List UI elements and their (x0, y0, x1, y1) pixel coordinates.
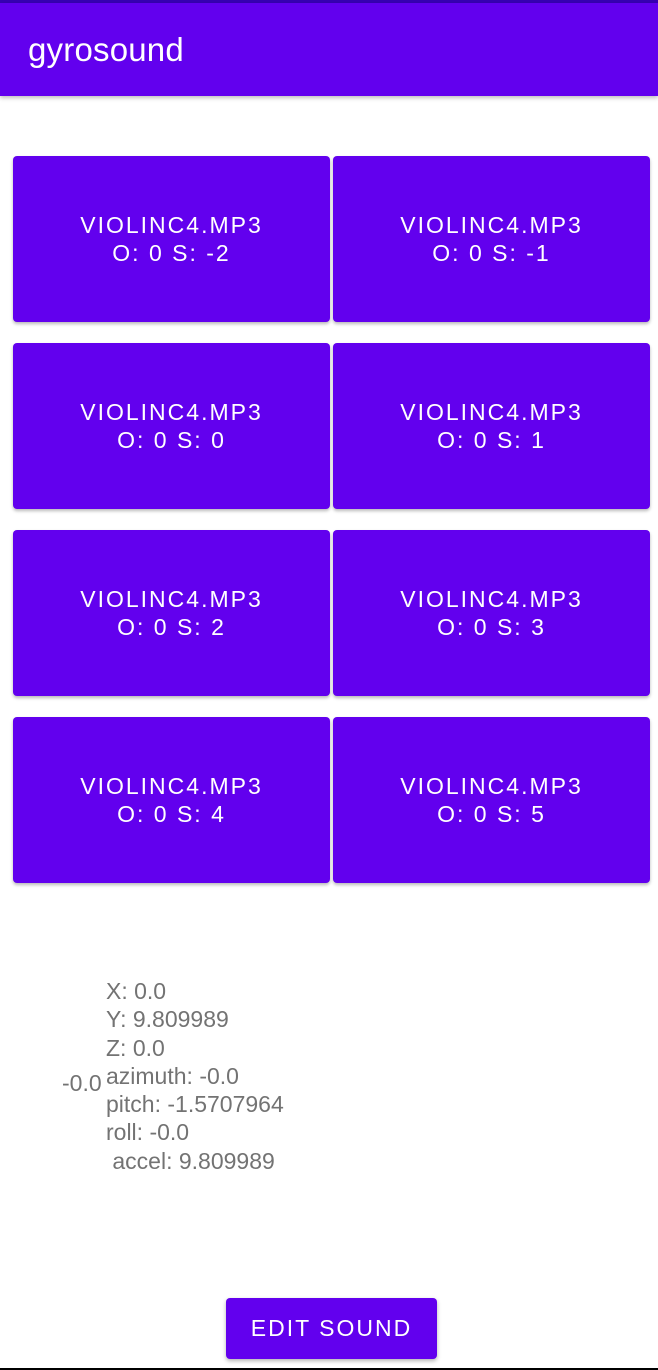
sound-file-label: VIOLINC4.MP3 (80, 773, 263, 799)
sound-button-5[interactable]: VIOLINC4.MP3 O: 0 S: 2 (13, 530, 330, 696)
sound-file-label: VIOLINC4.MP3 (400, 212, 583, 238)
sound-file-label: VIOLINC4.MP3 (80, 212, 263, 238)
sound-button-8[interactable]: VIOLINC4.MP3 O: 0 S: 5 (333, 717, 650, 883)
sensor-x: X: 0.0 (106, 978, 167, 1004)
sound-button-6[interactable]: VIOLINC4.MP3 O: 0 S: 3 (333, 530, 650, 696)
sensor-readout: X: 0.0 Y: 9.809989 Z: 0.0 azimuth: -0.0 … (106, 977, 284, 1175)
sound-params-label: O: 0 S: 2 (117, 614, 226, 640)
sensor-z: Z: 0.0 (106, 1034, 165, 1061)
sound-button-4[interactable]: VIOLINC4.MP3 O: 0 S: 1 (333, 343, 650, 509)
sound-params-label: O: 0 S: -2 (112, 240, 231, 266)
sound-button-1[interactable]: VIOLINC4.MP3 O: 0 S: -2 (13, 156, 330, 322)
sound-button-3[interactable]: VIOLINC4.MP3 O: 0 S: 0 (13, 343, 330, 509)
sound-params-label: O: 0 S: 1 (437, 427, 546, 453)
sensor-accel: accel: 9.809989 (106, 1147, 275, 1174)
sound-params-label: O: 0 S: 5 (437, 801, 546, 827)
bottom-edge (0, 1368, 658, 1370)
status-bar-edge (0, 0, 658, 3)
sound-button-2[interactable]: VIOLINC4.MP3 O: 0 S: -1 (333, 156, 650, 322)
sound-file-label: VIOLINC4.MP3 (400, 399, 583, 425)
edit-sound-button[interactable]: EDIT SOUND (226, 1298, 437, 1359)
sound-params-label: O: 0 S: 4 (117, 801, 226, 827)
sensor-roll: roll: -0.0 (106, 1119, 190, 1146)
sound-params-label: O: 0 S: 3 (437, 614, 546, 640)
app-title: gyrosound (28, 31, 184, 68)
side-value-label: -0.0 (62, 1070, 102, 1096)
sound-file-label: VIOLINC4.MP3 (400, 586, 583, 612)
sensor-y: Y: 9.809989 (106, 1006, 229, 1033)
sound-file-label: VIOLINC4.MP3 (80, 586, 263, 612)
sound-button-7[interactable]: VIOLINC4.MP3 O: 0 S: 4 (13, 717, 330, 883)
sound-file-label: VIOLINC4.MP3 (80, 399, 263, 425)
sensor-pitch: pitch: -1.5707964 (106, 1091, 284, 1118)
app-bar: gyrosound (0, 3, 658, 96)
sound-file-label: VIOLINC4.MP3 (400, 773, 583, 799)
sound-params-label: O: 0 S: 0 (117, 427, 226, 453)
sound-params-label: O: 0 S: -1 (432, 240, 551, 266)
sensor-azimuth: azimuth: -0.0 (106, 1062, 239, 1089)
